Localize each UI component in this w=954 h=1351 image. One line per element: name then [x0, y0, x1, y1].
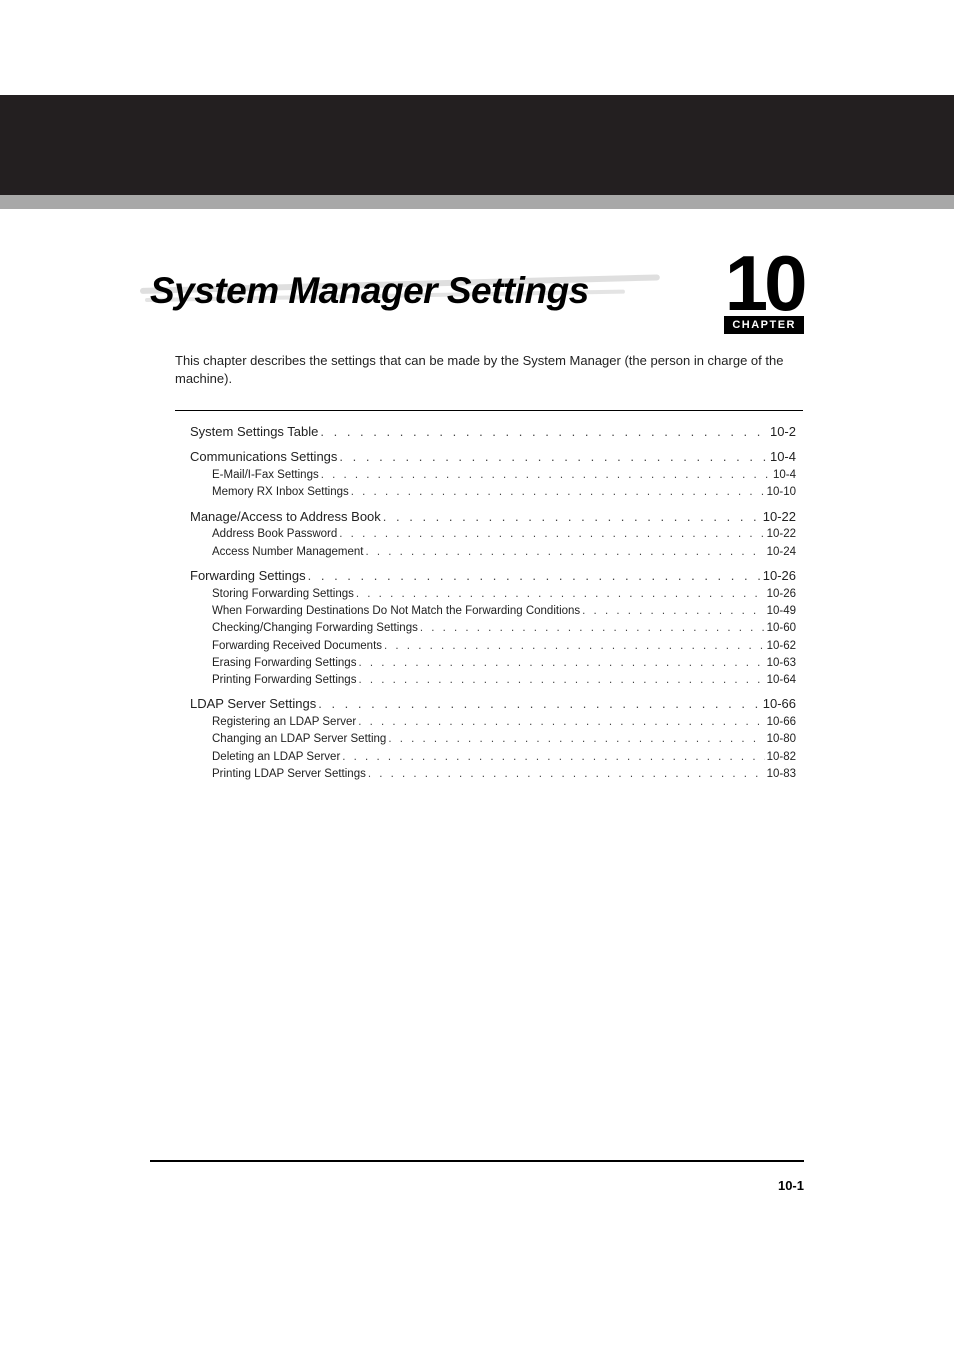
toc-entry[interactable]: LDAP Server Settings . . . . . . . . . .… — [190, 695, 796, 714]
toc-subentry-page: 10-24 — [767, 544, 796, 561]
toc-leader-dots: . . . . . . . . . . . . . . . . . . . . … — [420, 620, 765, 637]
toc-group: LDAP Server Settings . . . . . . . . . .… — [190, 695, 796, 783]
toc-leader-dots: . . . . . . . . . . . . . . . . . . . . … — [358, 714, 764, 731]
toc-leader-dots: . . . . . . . . . . . . . . . . . . . . … — [339, 526, 764, 543]
toc-subentry[interactable]: E-Mail/I-Fax Settings . . . . . . . . . … — [190, 467, 796, 484]
toc-entry-label: LDAP Server Settings — [190, 695, 316, 714]
toc-subentry-label: When Forwarding Destinations Do Not Matc… — [212, 603, 580, 620]
side-marker — [10, 168, 14, 172]
toc-subentry[interactable]: Memory RX Inbox Settings . . . . . . . .… — [190, 484, 796, 501]
toc-subentry-page: 10-62 — [767, 638, 796, 655]
toc-top-rule — [175, 410, 803, 411]
toc-leader-dots: . . . . . . . . . . . . . . . . . . . . … — [582, 603, 764, 620]
toc-subentry[interactable]: Access Number Management . . . . . . . .… — [190, 544, 796, 561]
toc-leader-dots: . . . . . . . . . . . . . . . . . . . . … — [383, 508, 761, 527]
toc-subentry[interactable]: Erasing Forwarding Settings . . . . . . … — [190, 655, 796, 672]
toc-entry[interactable]: Communications Settings . . . . . . . . … — [190, 448, 796, 467]
toc-subentry-label: Changing an LDAP Server Setting — [212, 731, 386, 748]
toc-subentry-page: 10-80 — [767, 731, 796, 748]
toc-subentry-label: Deleting an LDAP Server — [212, 749, 340, 766]
toc-subentry-page: 10-49 — [767, 603, 796, 620]
toc-leader-dots: . . . . . . . . . . . . . . . . . . . . … — [351, 484, 765, 501]
toc-entry-label: Manage/Access to Address Book — [190, 508, 381, 527]
toc-entry-label: Communications Settings — [190, 448, 337, 467]
footer-rule — [150, 1160, 804, 1162]
toc-subentry-label: Registering an LDAP Server — [212, 714, 356, 731]
toc-entry-page: 10-2 — [770, 423, 796, 442]
toc-subentry[interactable]: When Forwarding Destinations Do Not Matc… — [190, 603, 796, 620]
toc-group: Manage/Access to Address Book . . . . . … — [190, 508, 796, 561]
toc-entry-page: 10-4 — [770, 448, 796, 467]
toc-subentry-page: 10-10 — [767, 484, 796, 501]
toc-leader-dots: . . . . . . . . . . . . . . . . . . . . … — [339, 448, 768, 467]
toc-subentry[interactable]: Changing an LDAP Server Setting . . . . … — [190, 731, 796, 748]
toc-leader-dots: . . . . . . . . . . . . . . . . . . . . … — [308, 567, 761, 586]
chapter-label: CHAPTER — [724, 316, 804, 334]
toc-subentry-label: E-Mail/I-Fax Settings — [212, 467, 319, 484]
toc-leader-dots: . . . . . . . . . . . . . . . . . . . . … — [365, 544, 764, 561]
toc-subentry-label: Storing Forwarding Settings — [212, 586, 354, 603]
toc-subentry-page: 10-83 — [767, 766, 796, 783]
toc-subentry-page: 10-60 — [767, 620, 796, 637]
toc-entry[interactable]: Manage/Access to Address Book . . . . . … — [190, 508, 796, 527]
toc-leader-dots: . . . . . . . . . . . . . . . . . . . . … — [320, 423, 768, 442]
toc-subentry-label: Printing Forwarding Settings — [212, 672, 356, 689]
page-content: System Manager Settings 10 CHAPTER This … — [150, 250, 804, 789]
toc-subentry-page: 10-64 — [767, 672, 796, 689]
toc-leader-dots: . . . . . . . . . . . . . . . . . . . . … — [368, 766, 765, 783]
toc-subentry-page: 10-22 — [767, 526, 796, 543]
chapter-intro: This chapter describes the settings that… — [150, 352, 804, 388]
toc-leader-dots: . . . . . . . . . . . . . . . . . . . . … — [321, 467, 771, 484]
toc-subentry-label: Forwarding Received Documents — [212, 638, 382, 655]
toc-entry[interactable]: Forwarding Settings . . . . . . . . . . … — [190, 567, 796, 586]
title-row: System Manager Settings 10 CHAPTER — [150, 270, 804, 312]
toc-leader-dots: . . . . . . . . . . . . . . . . . . . . … — [356, 586, 765, 603]
toc-entry-page: 10-26 — [763, 567, 796, 586]
toc-subentry[interactable]: Storing Forwarding Settings . . . . . . … — [190, 586, 796, 603]
toc-subentry-page: 10-66 — [767, 714, 796, 731]
toc-subentry[interactable]: Printing Forwarding Settings . . . . . .… — [190, 672, 796, 689]
header-band-dark — [0, 95, 954, 195]
toc-group: Communications Settings . . . . . . . . … — [190, 448, 796, 501]
toc-leader-dots: . . . . . . . . . . . . . . . . . . . . … — [358, 655, 764, 672]
toc-subentry[interactable]: Address Book Password . . . . . . . . . … — [190, 526, 796, 543]
toc-subentry-label: Memory RX Inbox Settings — [212, 484, 349, 501]
toc-leader-dots: . . . . . . . . . . . . . . . . . . . . … — [384, 638, 765, 655]
toc-entry[interactable]: System Settings Table . . . . . . . . . … — [190, 423, 796, 442]
toc-subentry[interactable]: Forwarding Received Documents . . . . . … — [190, 638, 796, 655]
toc-subentry[interactable]: Deleting an LDAP Server . . . . . . . . … — [190, 749, 796, 766]
toc-leader-dots: . . . . . . . . . . . . . . . . . . . . … — [358, 672, 764, 689]
toc-entry-page: 10-66 — [763, 695, 796, 714]
toc-subentry[interactable]: Printing LDAP Server Settings . . . . . … — [190, 766, 796, 783]
toc-subentry-label: Printing LDAP Server Settings — [212, 766, 366, 783]
toc-group: Forwarding Settings . . . . . . . . . . … — [190, 567, 796, 689]
toc-subentry-page: 10-63 — [767, 655, 796, 672]
toc-entry-page: 10-22 — [763, 508, 796, 527]
toc-subentry-label: Address Book Password — [212, 526, 337, 543]
toc-leader-dots: . . . . . . . . . . . . . . . . . . . . … — [388, 731, 764, 748]
header-band-gray — [0, 195, 954, 209]
toc-subentry-label: Access Number Management — [212, 544, 363, 561]
toc-entry-label: Forwarding Settings — [190, 567, 306, 586]
toc-subentry-page: 10-4 — [773, 467, 796, 484]
toc-subentry-label: Checking/Changing Forwarding Settings — [212, 620, 418, 637]
toc-leader-dots: . . . . . . . . . . . . . . . . . . . . … — [318, 695, 761, 714]
chapter-title: System Manager Settings — [150, 270, 804, 312]
toc-entry-label: System Settings Table — [190, 423, 318, 442]
toc-subentry-page: 10-82 — [767, 749, 796, 766]
toc-subentry[interactable]: Registering an LDAP Server . . . . . . .… — [190, 714, 796, 731]
toc-subentry-page: 10-26 — [767, 586, 796, 603]
toc-leader-dots: . . . . . . . . . . . . . . . . . . . . … — [342, 749, 764, 766]
toc-subentry[interactable]: Checking/Changing Forwarding Settings . … — [190, 620, 796, 637]
toc-group: System Settings Table . . . . . . . . . … — [190, 423, 796, 442]
table-of-contents: System Settings Table . . . . . . . . . … — [150, 423, 804, 783]
toc-subentry-label: Erasing Forwarding Settings — [212, 655, 356, 672]
page-number: 10-1 — [778, 1178, 804, 1193]
